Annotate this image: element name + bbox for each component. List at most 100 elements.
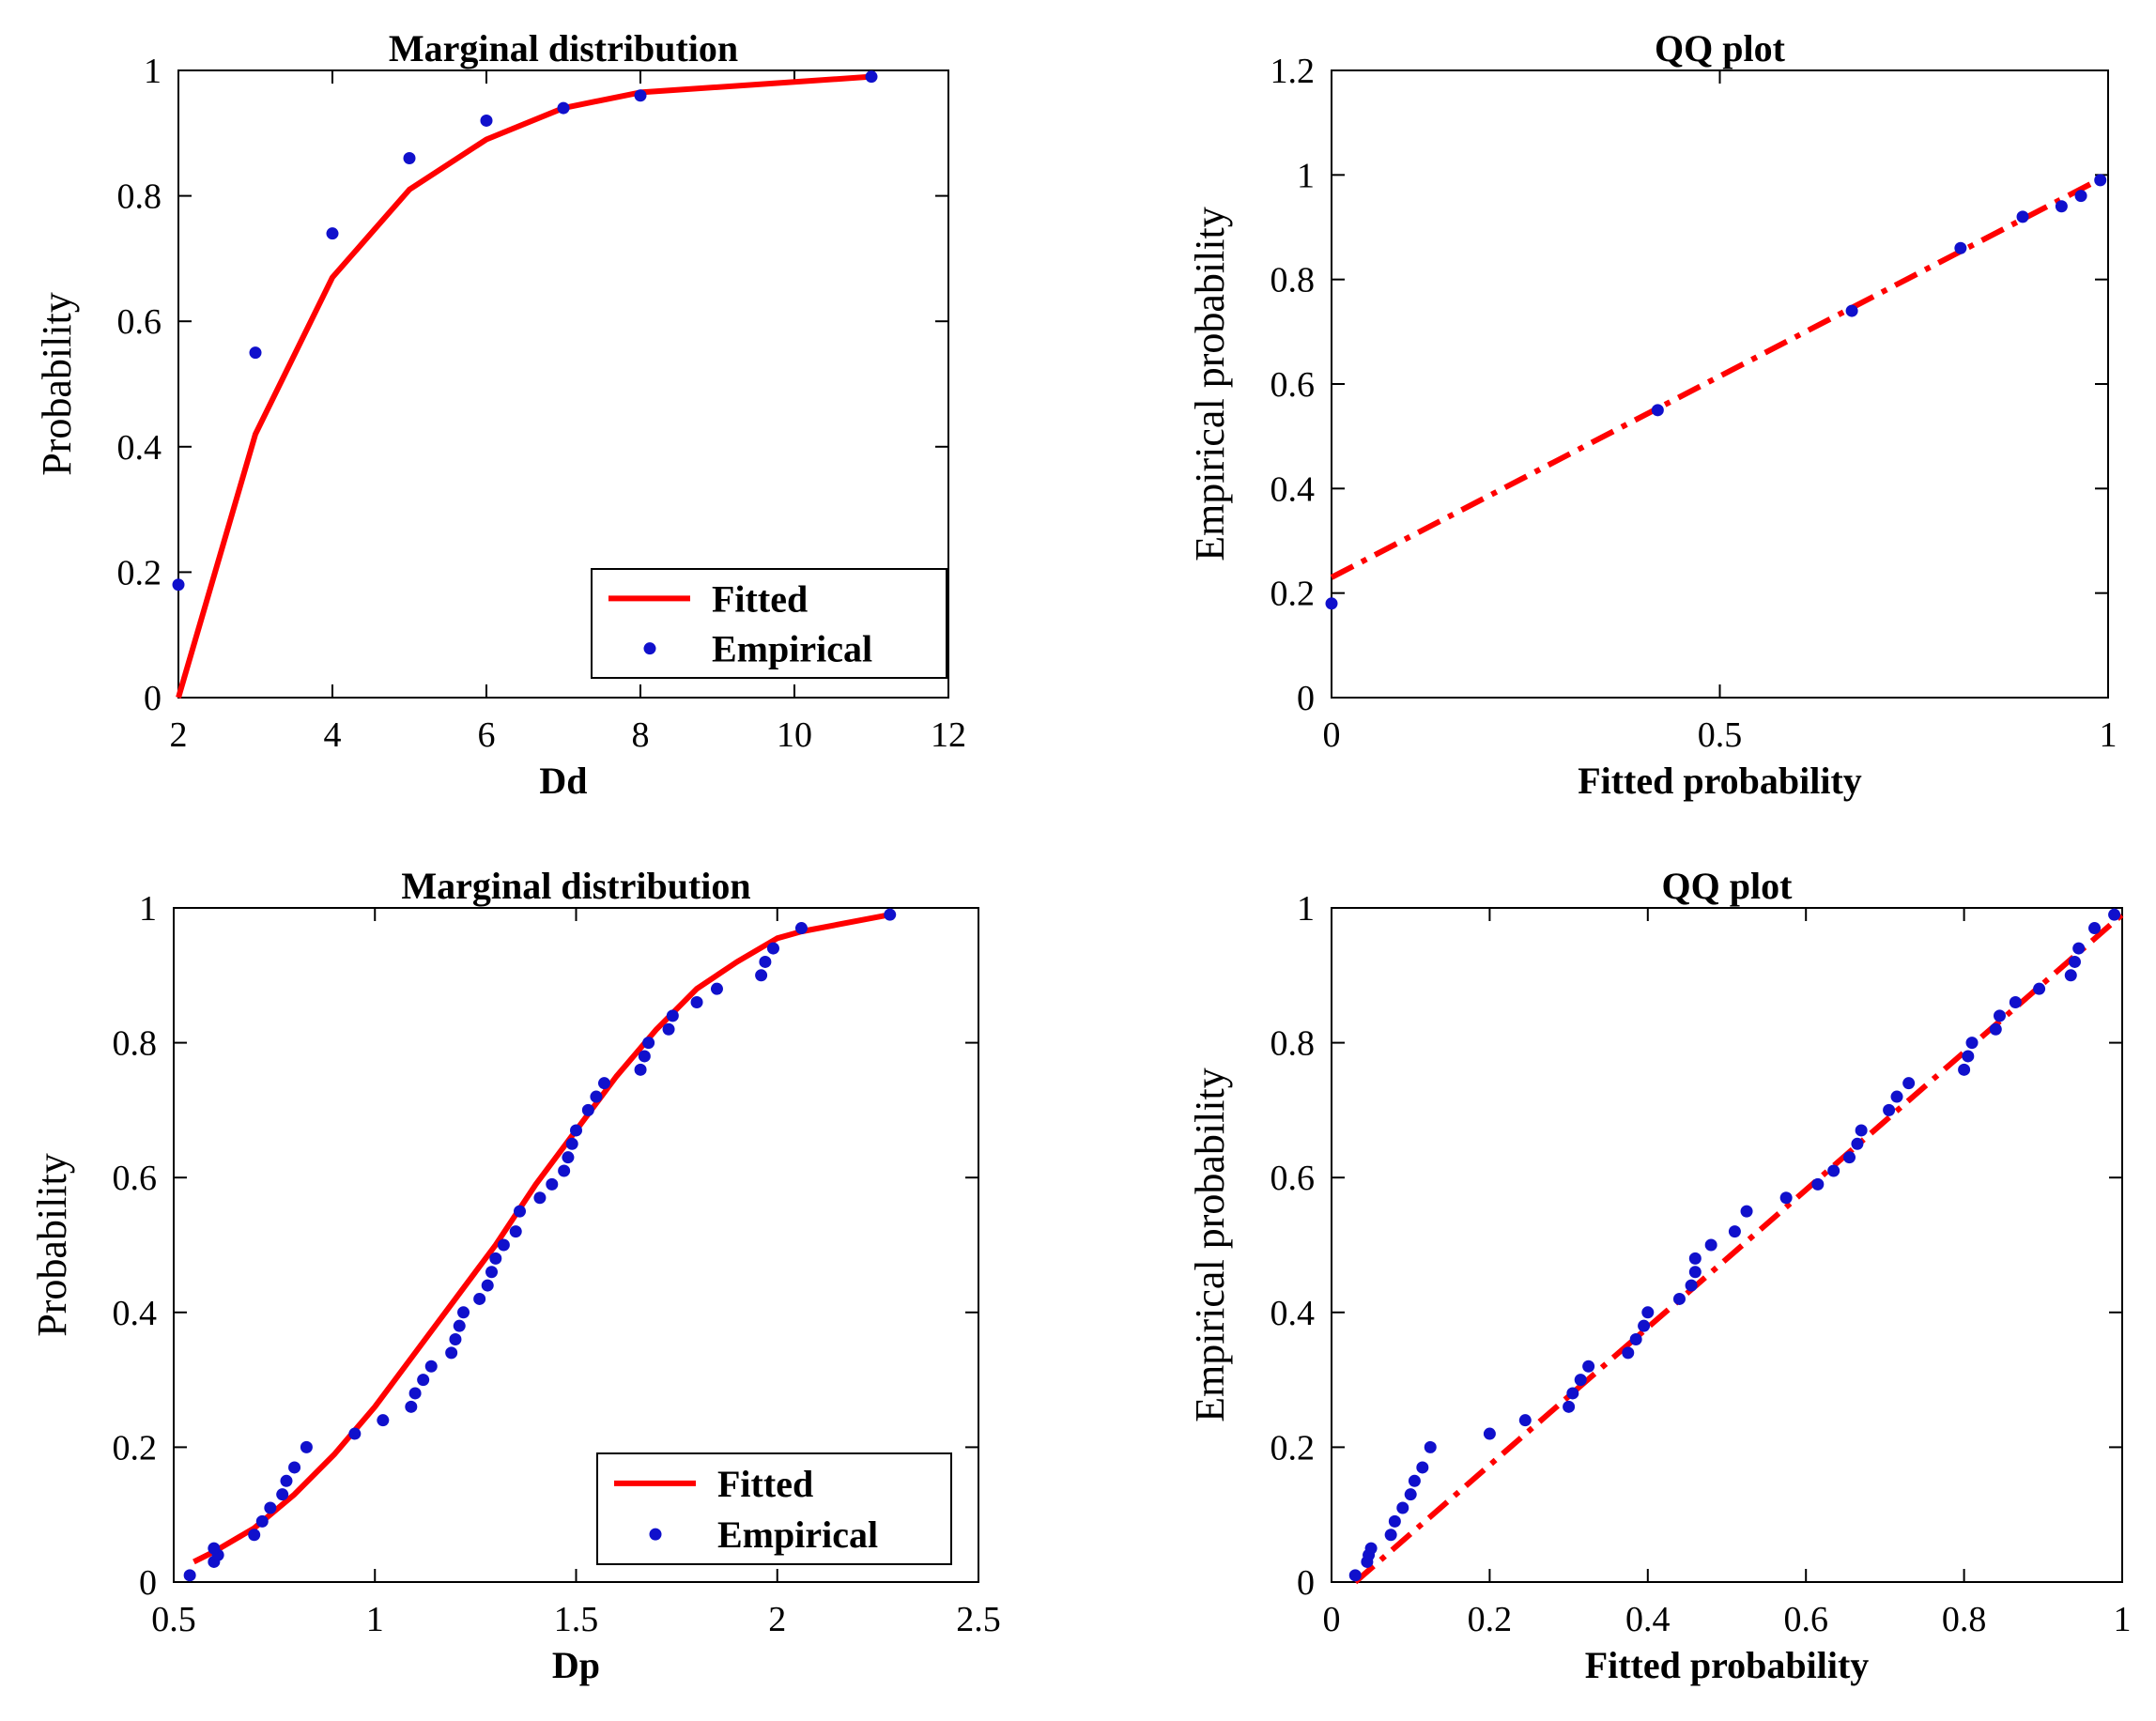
reference-line xyxy=(1353,912,2124,1585)
chart-panel-2: 0 0.5 1 0 0.2 0.4 0.6 0.8 1 1.2 QQ plot Fitted prob… xyxy=(1187,27,2118,802)
plot-data xyxy=(1325,172,2110,610)
empirical-point xyxy=(264,1501,277,1514)
empirical-point xyxy=(1325,597,1338,610)
empirical-point xyxy=(208,1542,221,1555)
empirical-point xyxy=(326,227,339,240)
empirical-point xyxy=(1851,1137,1864,1150)
y-axis-label: Empirical probability xyxy=(1187,1068,1233,1422)
empirical-point xyxy=(403,152,416,165)
empirical-point xyxy=(485,1266,499,1279)
y-tick-label: 0.4 xyxy=(113,1294,158,1333)
legend-empirical-swatch xyxy=(643,642,656,655)
empirical-point xyxy=(1883,1103,1896,1116)
axes-box xyxy=(1331,69,2109,699)
empirical-point xyxy=(2064,969,2077,982)
x-tick-label: 2.5 xyxy=(956,1600,1001,1639)
empirical-point xyxy=(2055,200,2068,213)
y-tick-label: 0.8 xyxy=(1270,261,1316,300)
empirical-point xyxy=(2072,942,2086,955)
empirical-point xyxy=(453,1319,466,1332)
empirical-point xyxy=(1902,1077,1916,1090)
empirical-point xyxy=(1672,1292,1686,1305)
empirical-point xyxy=(183,1569,196,1582)
empirical-point xyxy=(1958,1063,1971,1076)
empirical-point xyxy=(1622,1346,1635,1360)
empirical-point xyxy=(1688,1252,1702,1265)
empirical-point xyxy=(1811,1177,1825,1191)
empirical-point xyxy=(248,1529,261,1542)
x-axis-label: Fitted probability xyxy=(1585,1644,1870,1686)
empirical-point xyxy=(480,114,493,127)
y-tick-label: 0.2 xyxy=(117,553,162,592)
empirical-point xyxy=(1416,1461,1429,1474)
empirical-point xyxy=(348,1427,362,1440)
empirical-point xyxy=(424,1360,438,1373)
empirical-point xyxy=(1638,1319,1651,1332)
y-tick-label: 0.8 xyxy=(117,177,162,217)
empirical-point xyxy=(1845,304,1858,317)
y-tick-label: 0.6 xyxy=(1270,365,1316,405)
reference-line xyxy=(1330,172,2110,580)
y-tick-label: 0 xyxy=(144,679,162,718)
legend-empirical-swatch xyxy=(649,1528,662,1541)
y-tick-label: 1 xyxy=(139,889,157,929)
empirical-point xyxy=(1582,1360,1595,1373)
empirical-point xyxy=(1688,1266,1702,1279)
y-tick-label: 0.6 xyxy=(117,302,162,342)
x-tick-label: 2 xyxy=(768,1600,786,1639)
axes-box xyxy=(177,69,949,699)
y-axis-label: Empirical probability xyxy=(1187,207,1233,561)
empirical-point xyxy=(1629,1333,1642,1346)
x-tick-label: 1 xyxy=(366,1600,384,1639)
empirical-point xyxy=(642,1037,655,1050)
x-tick-label: 0 xyxy=(1323,1600,1341,1639)
y-axis-label: Probability xyxy=(34,292,80,476)
y-tick-label: 1 xyxy=(144,52,162,91)
empirical-point xyxy=(1563,1400,1576,1413)
y-tick-label: 0 xyxy=(139,1563,157,1603)
empirical-point xyxy=(280,1474,293,1487)
empirical-point xyxy=(417,1374,430,1387)
x-tick-label: 10 xyxy=(777,715,812,755)
empirical-point xyxy=(288,1461,301,1474)
plot-data xyxy=(172,70,878,699)
y-tick-label: 0.2 xyxy=(1270,1428,1316,1467)
chart-title: Marginal distribution xyxy=(389,27,738,69)
x-tick-label: 0.5 xyxy=(151,1600,196,1639)
empirical-point xyxy=(710,982,723,995)
empirical-point xyxy=(1404,1488,1417,1501)
x-tick-label: 8 xyxy=(632,715,650,755)
empirical-point xyxy=(570,1124,582,1137)
x-tick-label: 1 xyxy=(2100,715,2118,755)
empirical-point xyxy=(405,1400,418,1413)
empirical-point xyxy=(1890,1090,1903,1103)
empirical-point xyxy=(1740,1205,1753,1218)
empirical-point xyxy=(457,1306,470,1319)
empirical-point xyxy=(558,1164,571,1177)
empirical-point xyxy=(255,1514,269,1528)
empirical-point xyxy=(581,1103,594,1116)
x-tick-label: 12 xyxy=(931,715,966,755)
empirical-point xyxy=(1704,1238,1717,1252)
empirical-point xyxy=(1962,1050,1975,1063)
empirical-point xyxy=(1779,1191,1793,1205)
x-tick-label: 6 xyxy=(478,715,496,755)
empirical-point xyxy=(690,996,703,1009)
empirical-point xyxy=(1424,1440,1437,1453)
y-tick-label: 0 xyxy=(1297,679,1315,718)
x-tick-label: 0.8 xyxy=(1942,1600,1987,1639)
empirical-point xyxy=(1843,1151,1856,1164)
empirical-point xyxy=(533,1191,547,1205)
empirical-point xyxy=(2094,174,2107,187)
chart-panel-3: 0.5 1 1.5 2 2.5 0 0.2 0.4 0.6 0.8 1 Marginal distri… xyxy=(29,865,1001,1686)
x-tick-label: 0.4 xyxy=(1625,1600,1671,1639)
empirical-point xyxy=(2068,955,2081,968)
empirical-point xyxy=(865,70,878,84)
y-tick-label: 0.8 xyxy=(113,1024,158,1064)
empirical-point xyxy=(565,1137,578,1150)
legend-box xyxy=(591,568,947,679)
y-tick-label: 1.2 xyxy=(1270,52,1316,91)
empirical-point xyxy=(449,1333,462,1346)
empirical-point xyxy=(1384,1529,1397,1542)
